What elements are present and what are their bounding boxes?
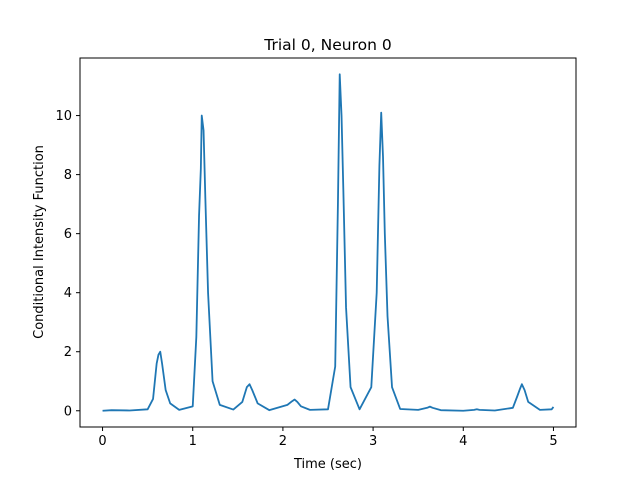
axes-frame [79, 57, 577, 428]
x-tick-label: 2 [279, 434, 287, 449]
x-axis: 0 1 2 3 4 5 [98, 427, 558, 449]
y-axis: 0 2 4 6 8 10 [55, 109, 80, 419]
series-line-0 [102, 73, 555, 412]
y-tick-label: 10 [55, 109, 72, 124]
chart-title: Trial 0, Neuron 0 [263, 36, 391, 54]
x-tick-label: 5 [549, 434, 557, 449]
y-tick-label: 2 [64, 345, 72, 360]
x-tick-label: 3 [369, 434, 377, 449]
y-tick-label: 4 [64, 286, 72, 301]
y-tick-label: 0 [64, 404, 72, 419]
x-tick-label: 4 [459, 434, 467, 449]
y-tick-label: 6 [64, 227, 72, 242]
y-tick-label: 8 [64, 168, 72, 183]
plot-area [102, 73, 555, 412]
x-axis-label: Time (sec) [293, 457, 362, 472]
x-tick-label: 0 [98, 434, 106, 449]
y-axis-label: Conditional Intensity Function [32, 145, 47, 339]
x-tick-label: 1 [189, 434, 197, 449]
